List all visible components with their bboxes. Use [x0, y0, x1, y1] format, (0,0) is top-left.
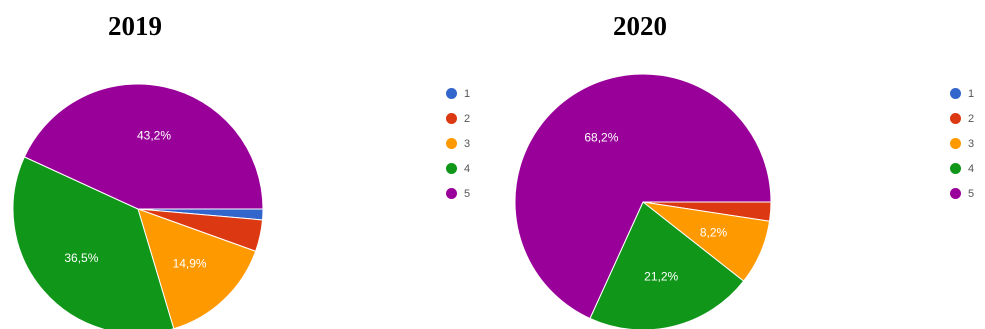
pie-chart-2019: 14,9% 36,5% 43,2%	[12, 83, 264, 329]
slice-label-2019-3: 14,9%	[173, 257, 207, 271]
legend-swatch	[950, 88, 961, 99]
legend-label: 5	[968, 187, 975, 200]
legend-swatch	[446, 163, 457, 174]
pie-slice-2019-5	[23, 83, 264, 210]
slice-label-2020-5: 68,2%	[584, 130, 618, 144]
legend-item-2019-3: 3	[446, 131, 470, 156]
chart-title-2019: 2019	[108, 11, 162, 41]
chart-title-2020: 2020	[613, 11, 667, 41]
legend-swatch	[950, 113, 961, 124]
legend-swatch	[950, 188, 961, 199]
legend-item-2019-2: 2	[446, 106, 470, 131]
legend-item-2019-4: 4	[446, 156, 470, 181]
pie-slice-2019-3	[137, 208, 257, 329]
legend-swatch	[950, 138, 961, 149]
legend-item-2020-4: 4	[950, 156, 974, 181]
slice-label-2019-5: 43,2%	[137, 129, 171, 143]
legend-swatch	[446, 138, 457, 149]
legend-2020: 1 2 3 4 5	[950, 81, 974, 206]
legend-swatch	[446, 88, 457, 99]
legend-item-2019-5: 5	[446, 181, 470, 206]
legend-label: 4	[464, 162, 471, 175]
legend-label: 5	[464, 187, 471, 200]
legend-swatch	[446, 188, 457, 199]
pie-slice-2020-4	[589, 201, 745, 329]
legend-label: 3	[968, 137, 975, 150]
slice-label-2020-4: 21,2%	[644, 270, 678, 284]
legend-label: 2	[968, 112, 975, 125]
legend-item-2019-1: 1	[446, 81, 470, 106]
legend-item-2020-2: 2	[950, 106, 974, 131]
legend-label: 4	[968, 162, 975, 175]
legend-2019: 1 2 3 4 5	[446, 81, 470, 206]
legend-label: 3	[464, 137, 471, 150]
pie-slice-2020-5	[514, 73, 772, 320]
legend-label: 2	[464, 112, 471, 125]
pie-chart-2020: 8,2% 21,2% 68,2%	[514, 73, 772, 329]
legend-item-2020-3: 3	[950, 131, 974, 156]
legend-item-2020-5: 5	[950, 181, 974, 206]
legend-swatch	[446, 113, 457, 124]
slice-label-2020-3: 8,2%	[700, 226, 728, 240]
legend-label: 1	[968, 87, 975, 100]
legend-item-2020-1: 1	[950, 81, 974, 106]
slice-label-2019-4: 36,5%	[64, 251, 98, 265]
pie-slice-2019-4	[12, 156, 175, 329]
legend-label: 1	[464, 87, 471, 100]
legend-swatch	[950, 163, 961, 174]
